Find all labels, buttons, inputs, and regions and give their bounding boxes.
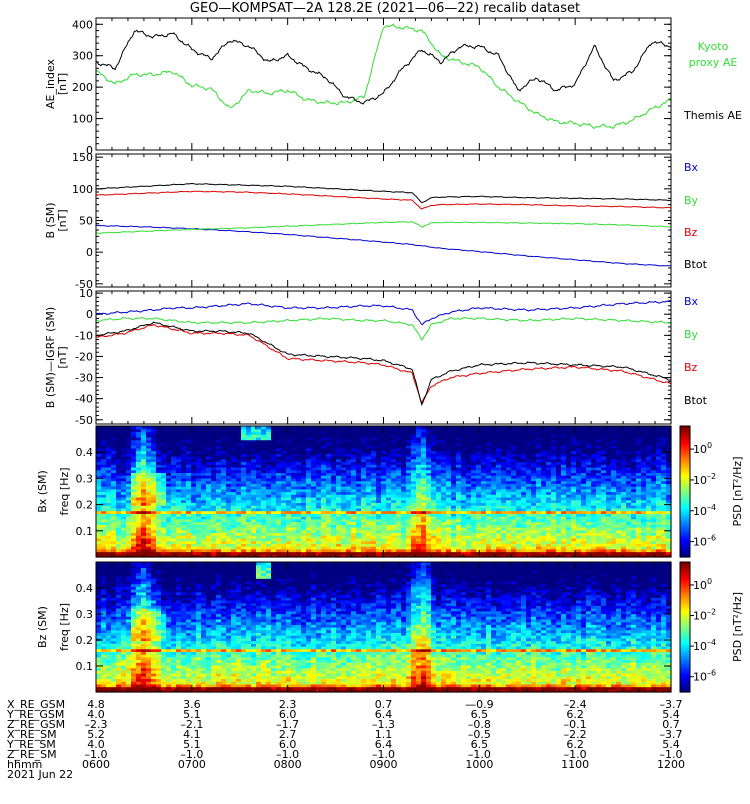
series-line-bz <box>96 325 671 403</box>
y-tick-label: 400 <box>72 18 93 31</box>
legend-label-by: By <box>684 194 699 207</box>
y-tick-label: -50 <box>75 414 93 427</box>
series-group <box>96 24 671 128</box>
y-axis-unit-label: [nT] <box>56 346 69 368</box>
legend-label-by: By <box>684 328 699 341</box>
series-line-bx <box>96 301 671 325</box>
spectrogram-cells <box>96 426 672 558</box>
series-line-bz <box>96 191 671 209</box>
y-tick-label: 300 <box>72 50 93 63</box>
plot-frame <box>96 291 671 424</box>
legend-label-bx: Bx <box>684 161 699 174</box>
series-line-btot <box>96 322 671 405</box>
y-axis-unit-label: [nT] <box>56 73 69 95</box>
y-tick-label: 10 <box>79 287 93 300</box>
series-group <box>96 301 671 405</box>
legend-label: proxy AE <box>689 56 738 69</box>
figure-title: GEO—KOMPSAT—2A 128.2E (2021—06—22) recal… <box>190 1 580 16</box>
legend-label-bz: Bz <box>684 361 698 374</box>
y-tick-label: 0 <box>86 246 93 259</box>
series-group <box>96 184 671 267</box>
y-tick-label: 100 <box>72 183 93 196</box>
legend-label-btot: Btot <box>684 394 708 407</box>
y-tick-label: -30 <box>75 372 93 385</box>
series-line-bx <box>96 225 671 266</box>
series-line-themis-ae <box>96 30 671 104</box>
legend-label: Themis AE <box>683 109 742 122</box>
y-tick-label: 0 <box>86 308 93 321</box>
y-tick-label: 100 <box>72 113 93 126</box>
y-tick-label: -20 <box>75 350 93 363</box>
y-tick-label: -40 <box>75 393 93 406</box>
plot-frame <box>96 18 671 150</box>
y-tick-label: 200 <box>72 81 93 94</box>
legend-label-bx: Bx <box>684 295 699 308</box>
y-tick-label: 150 <box>72 151 93 164</box>
series-line-by <box>96 317 671 340</box>
y-axis-unit-label: [nT] <box>56 209 69 231</box>
legend-label: Kyoto <box>698 40 729 53</box>
series-line-kyoto-proxy-ae <box>96 24 671 128</box>
legend-label-btot: Btot <box>684 258 708 271</box>
legend-label-bz: Bz <box>684 226 698 239</box>
y-tick-label: -10 <box>75 329 93 342</box>
y-tick-label: 50 <box>79 215 93 228</box>
plot-frame <box>96 154 671 287</box>
series-line-btot <box>96 184 671 203</box>
spec-bx-panel: 0.10.20.30.4Bx (SM)freq [Hz]10010–210–41… <box>36 426 744 558</box>
